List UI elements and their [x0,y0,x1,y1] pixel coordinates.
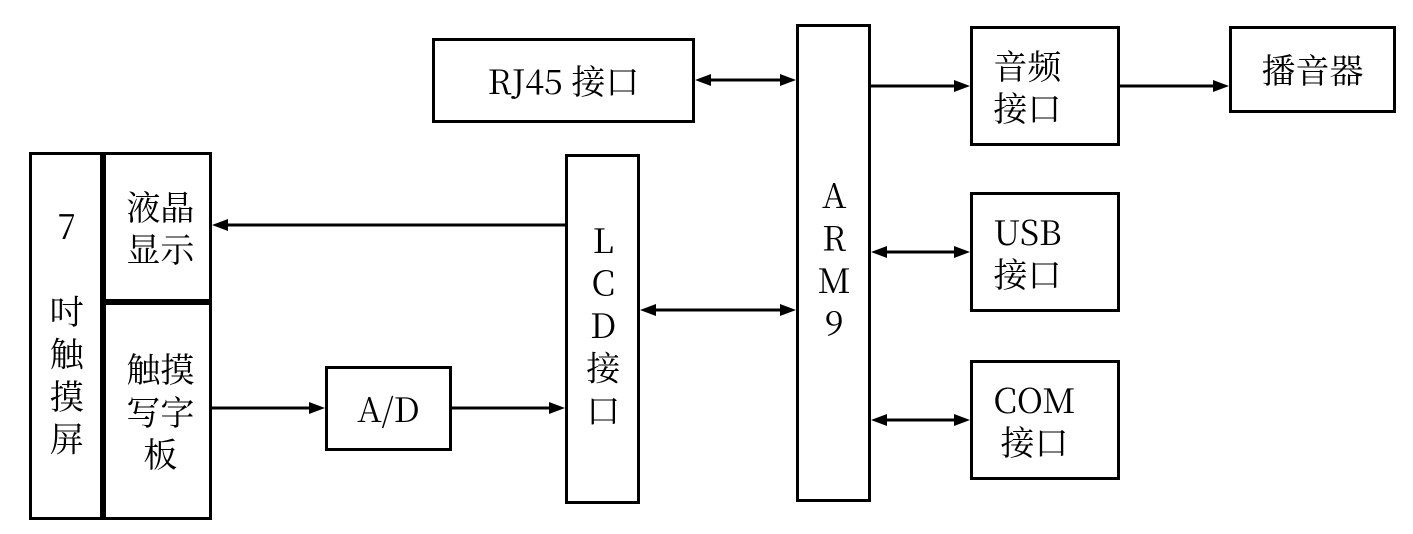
node-lcd-display: 液晶显示 [103,152,212,302]
node-speaker: 播音器 [1229,26,1396,113]
node-usb-interface-label: USB接口 [993,210,1061,295]
node-audio-interface-label: 音频接口 [993,44,1061,129]
node-com-interface: COM接口 [970,360,1120,480]
node-touch-panel-label: 触摸写字板 [126,347,194,475]
node-arm9-label: ARM9 [812,178,855,348]
node-touch-panel: 触摸写字板 [103,302,212,520]
node-screen-outer: 7 吋触摸屏 [29,152,103,520]
node-lcd-display-label: 液晶显示 [126,185,194,270]
node-audio-interface: 音频接口 [970,26,1120,146]
node-lcd-interface: LCD接口 [565,154,640,504]
node-ad-label: A/D [357,387,420,430]
node-speaker-label: 播音器 [1262,48,1364,91]
node-arm9: ARM9 [796,24,871,502]
node-usb-interface: USB接口 [970,192,1120,312]
diagram-canvas: 7 吋触摸屏 液晶显示 触摸写字板 A/D RJ45 接口 LCD接口 ARM9… [0,0,1413,534]
node-com-interface-label: COM接口 [993,378,1075,463]
node-ad: A/D [325,366,452,451]
node-rj45: RJ45 接口 [432,38,695,123]
node-lcd-interface-label: LCD接口 [581,223,624,436]
node-rj45-label: RJ45 接口 [488,59,640,102]
node-screen-outer-label: 7 吋触摸屏 [45,209,88,464]
